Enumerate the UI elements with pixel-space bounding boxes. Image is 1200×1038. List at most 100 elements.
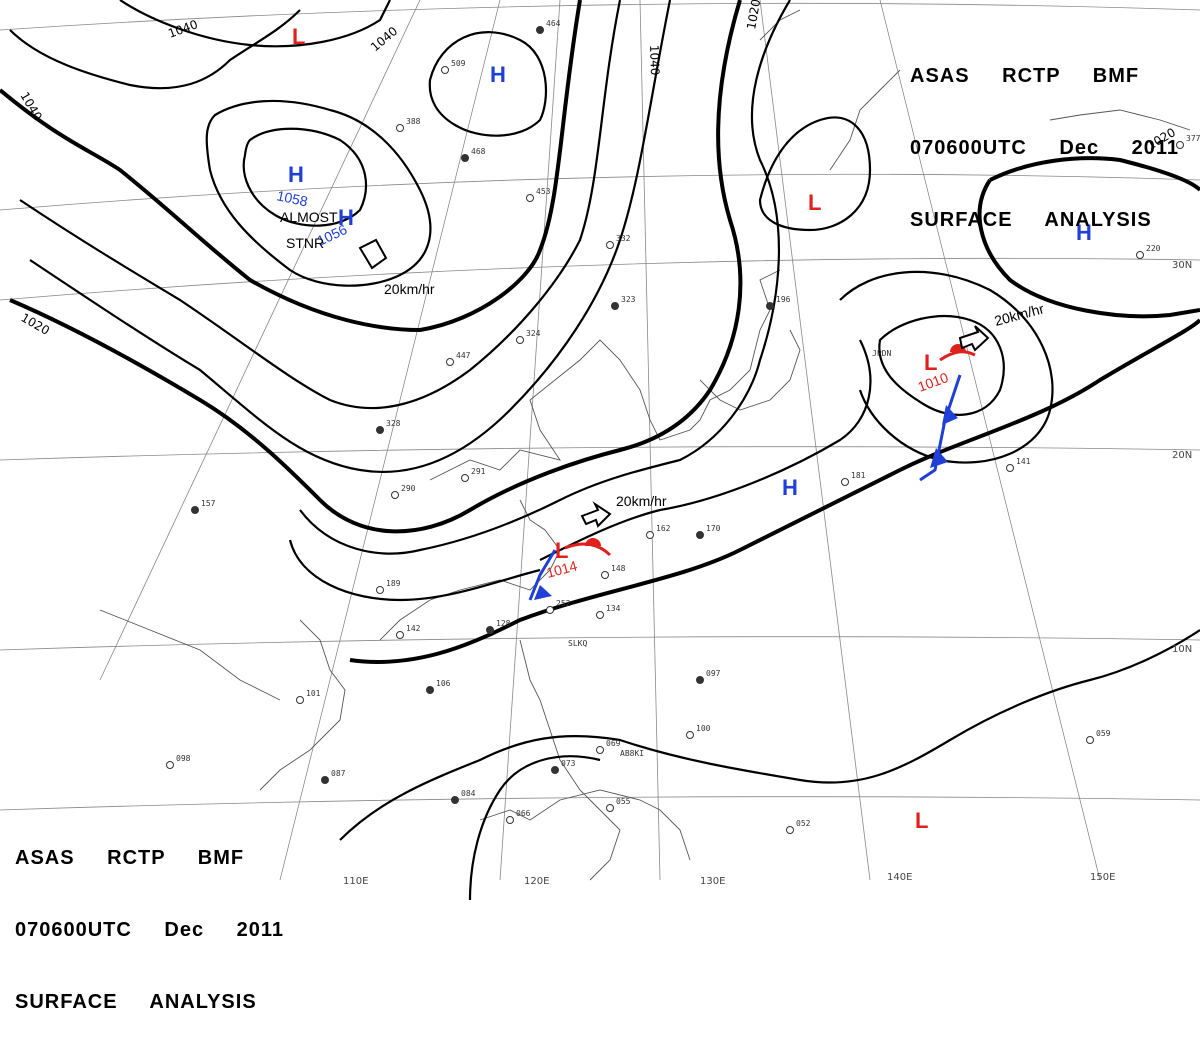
station-pressure: 069 xyxy=(606,739,621,748)
station-pressure: 328 xyxy=(386,419,401,428)
motion-speed-label: 20km/hr xyxy=(384,281,435,297)
warm-front-bump xyxy=(585,538,601,546)
station-marker xyxy=(597,612,604,619)
motion-arrow-icon xyxy=(582,504,610,526)
station-pressure: 468 xyxy=(471,147,486,156)
station-pressure: 134 xyxy=(606,604,621,613)
station-pressure: 148 xyxy=(611,564,626,573)
station-code: SLKQ xyxy=(568,639,587,648)
station-pressure: 323 xyxy=(621,295,636,304)
lon-label: 150E xyxy=(1090,872,1115,883)
station-pressure: 290 xyxy=(401,484,416,493)
low-pressure-value: 1010 xyxy=(916,369,951,395)
station-pressure: 141 xyxy=(1016,457,1031,466)
station-marker xyxy=(452,797,459,804)
station-marker xyxy=(597,747,604,754)
station-pressure: 052 xyxy=(796,819,811,828)
station-marker xyxy=(552,767,559,774)
isobar-label: 1020 xyxy=(744,0,763,31)
motion-speed-label: 20km/hr xyxy=(616,493,667,509)
low-center: L xyxy=(808,190,821,215)
station-pressure: 447 xyxy=(456,351,471,360)
motion-speed-label: 20km/hr xyxy=(993,300,1046,329)
station-marker xyxy=(547,607,554,614)
station-pressure: 464 xyxy=(546,19,561,28)
station-marker xyxy=(377,587,384,594)
low-center: L xyxy=(915,808,928,833)
isobar-label: 1040 xyxy=(368,24,400,54)
motion-arrows xyxy=(360,240,988,526)
lat-label: 20N xyxy=(1172,450,1192,461)
station-pressure: 377 xyxy=(1186,134,1200,143)
station-marker xyxy=(612,303,619,310)
low-center: L xyxy=(924,350,937,375)
station-marker xyxy=(462,475,469,482)
station-pressure: 073 xyxy=(561,759,576,768)
station-marker xyxy=(167,762,174,769)
station-marker xyxy=(607,805,614,812)
stnr-label: STNR xyxy=(286,235,324,251)
almost-label: ALMOST xyxy=(280,209,338,225)
station-marker xyxy=(297,697,304,704)
isobar-label: 1040 xyxy=(166,17,199,41)
station-marker xyxy=(397,632,404,639)
isobar-label: 1040 xyxy=(647,45,662,76)
lon-label: 140E xyxy=(887,872,912,883)
lat-label: 10N xyxy=(1172,644,1192,655)
header-title: SURFACE ANALYSIS xyxy=(15,990,284,1014)
station-marker xyxy=(1087,737,1094,744)
station-pressure: 157 xyxy=(201,499,216,508)
motion-arrow-icon xyxy=(960,326,988,350)
low-center: L xyxy=(292,24,305,49)
header-valid-time: 070600UTC Dec 2011 xyxy=(15,918,284,942)
station-pressure: 291 xyxy=(471,467,486,476)
station-marker xyxy=(192,507,199,514)
motion-arrow-icon xyxy=(360,240,386,268)
station-marker xyxy=(767,303,774,310)
station-marker xyxy=(787,827,794,834)
lat-label: 30N xyxy=(1172,260,1192,271)
station-marker xyxy=(447,359,454,366)
station-pressure: 097 xyxy=(706,669,721,678)
station-pressure: 181 xyxy=(851,471,866,480)
station-marker xyxy=(697,677,704,684)
station-pressure: 189 xyxy=(386,579,401,588)
station-pressure: 100 xyxy=(696,724,711,733)
station-pressure: 087 xyxy=(331,769,346,778)
high-center: H xyxy=(490,62,506,87)
station-marker xyxy=(537,27,544,34)
station-marker xyxy=(427,687,434,694)
station-marker xyxy=(697,532,704,539)
header-title: SURFACE ANALYSIS xyxy=(910,208,1179,232)
high-pressure-value: 1058 xyxy=(275,187,309,209)
station-pressure: 509 xyxy=(451,59,466,68)
station-pressure: 162 xyxy=(656,524,671,533)
station-pressure: 101 xyxy=(306,689,321,698)
station-marker xyxy=(647,532,654,539)
station-pressure: 098 xyxy=(176,754,191,763)
station-pressure: 142 xyxy=(406,624,421,633)
station-marker xyxy=(602,572,609,579)
station-pressure: 084 xyxy=(461,789,476,798)
station-pressure: 059 xyxy=(1096,729,1111,738)
station-marker xyxy=(392,492,399,499)
station-pressure: 332 xyxy=(616,234,631,243)
station-pressure: 453 xyxy=(536,187,551,196)
header-product-id: ASAS RCTP BMF xyxy=(15,846,284,870)
station-marker xyxy=(1007,465,1014,472)
lon-label: 130E xyxy=(700,876,725,887)
chart-header-bottom-left: ASAS RCTP BMF 070600UTC Dec 2011 SURFACE… xyxy=(15,798,284,1038)
station-marker xyxy=(487,627,494,634)
high-center: H xyxy=(782,475,798,500)
station-code: AB8KI xyxy=(620,749,644,758)
station-pressure: 388 xyxy=(406,117,421,126)
lon-label: 120E xyxy=(524,876,549,887)
station-marker xyxy=(607,242,614,249)
header-valid-time: 070600UTC Dec 2011 xyxy=(910,136,1179,160)
station-pressure: 324 xyxy=(526,329,541,338)
station-pressure: 066 xyxy=(516,809,531,818)
high-center: H xyxy=(288,162,304,187)
station-marker xyxy=(842,479,849,486)
station-marker xyxy=(322,777,329,784)
station-marker xyxy=(527,195,534,202)
